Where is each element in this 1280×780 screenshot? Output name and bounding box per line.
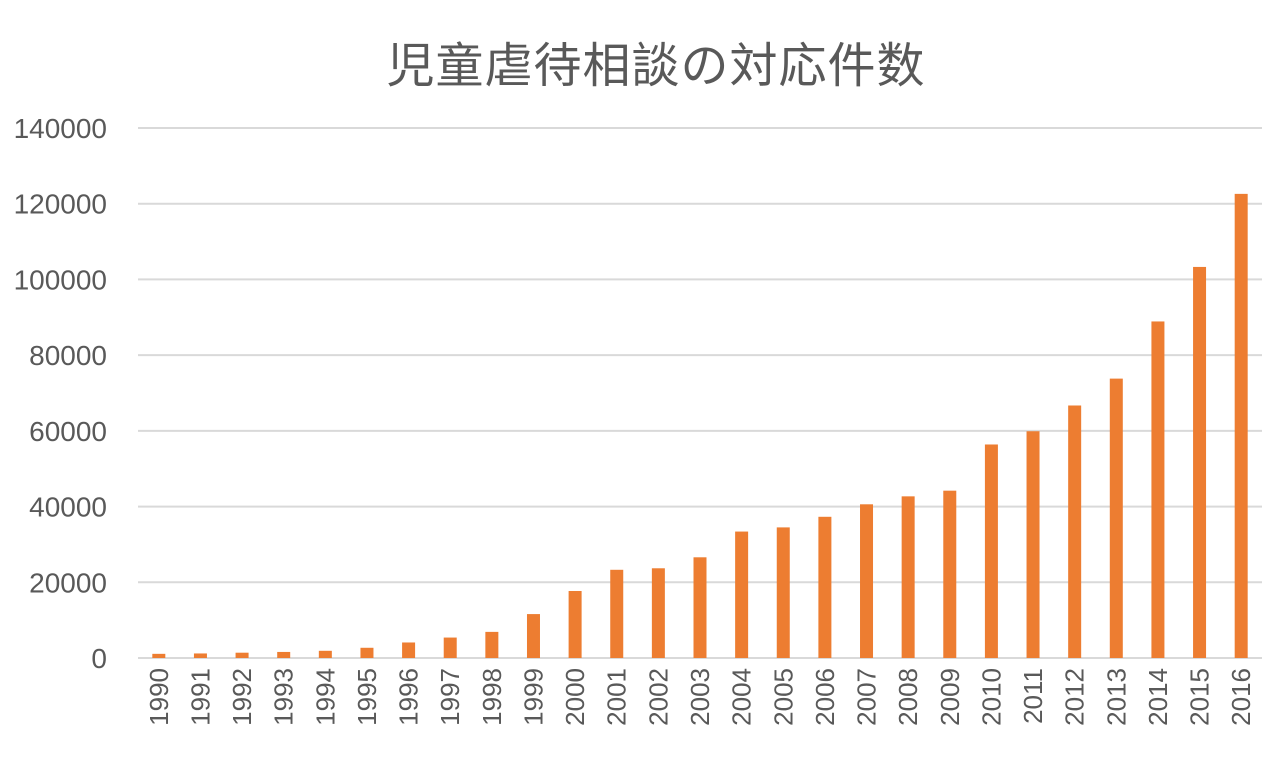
- bar-2004: [735, 531, 749, 658]
- x-tick-label: 2006: [810, 668, 840, 726]
- x-tick-label: 2007: [852, 668, 882, 726]
- x-tick-label: 1994: [310, 668, 340, 726]
- x-tick-label: 1997: [435, 668, 465, 726]
- y-tick-label: 80000: [29, 340, 107, 371]
- bar-2007: [860, 504, 874, 658]
- bar-2003: [693, 557, 707, 658]
- x-axis-ticks: 1990 1991 1992 1993 1994 1995 1996 1997 1998 1999…: [144, 668, 1256, 726]
- bar-1995: [360, 647, 374, 658]
- x-tick-label: 2015: [1185, 668, 1215, 726]
- bar-1999: [526, 614, 540, 658]
- x-tick-label: 2012: [1060, 668, 1090, 726]
- x-tick-label: 1993: [269, 668, 299, 726]
- x-tick-label: 1991: [185, 668, 215, 726]
- x-tick-label: 2010: [976, 668, 1006, 726]
- bar-1994: [318, 650, 332, 658]
- bar-2014: [1151, 321, 1165, 658]
- x-tick-label: 2003: [685, 668, 715, 726]
- x-tick-label: 2008: [893, 668, 923, 726]
- bar-1996: [402, 642, 416, 658]
- bar-2000: [568, 590, 582, 658]
- bar-2005: [776, 527, 790, 658]
- bar-1991: [193, 653, 207, 658]
- x-tick-label: 1996: [394, 668, 424, 726]
- bar-2001: [610, 569, 624, 658]
- x-tick-label: 1998: [477, 668, 507, 726]
- bars: [152, 193, 1248, 658]
- x-tick-label: 1992: [227, 668, 257, 726]
- bar-2012: [1068, 405, 1082, 658]
- x-tick-label: 2000: [560, 668, 590, 726]
- bar-2009: [943, 490, 957, 658]
- bar-1990: [152, 653, 166, 658]
- x-tick-label: 1995: [352, 668, 382, 726]
- y-tick-label: 100000: [14, 264, 107, 295]
- bar-2011: [1026, 431, 1040, 658]
- x-tick-label: 2009: [935, 668, 965, 726]
- x-tick-label: 2004: [727, 668, 757, 726]
- x-tick-label: 2011: [1018, 668, 1048, 724]
- bar-2010: [984, 444, 998, 658]
- chart-title: 児童虐待相談の対応件数: [386, 38, 926, 94]
- x-tick-label: 2001: [602, 668, 632, 726]
- y-tick-label: 60000: [29, 416, 107, 447]
- x-tick-label: 2005: [768, 668, 798, 726]
- y-tick-label: 140000: [14, 113, 107, 144]
- y-tick-label: 40000: [29, 492, 107, 523]
- x-tick-label: 2014: [1143, 668, 1173, 726]
- bar-2008: [901, 496, 915, 658]
- bar-1997: [443, 637, 457, 658]
- y-axis-ticks: 0 20000 40000 60000 80000 100000 120000 140000: [14, 113, 107, 674]
- bar-2002: [651, 568, 665, 658]
- bar-2016: [1234, 193, 1248, 658]
- bar-1992: [235, 652, 249, 658]
- x-tick-label: 1999: [518, 668, 548, 726]
- x-tick-label: 1990: [144, 668, 174, 726]
- y-tick-label: 20000: [29, 567, 107, 598]
- bar-1993: [277, 651, 291, 658]
- bar-2006: [818, 516, 832, 658]
- x-tick-label: 2002: [643, 668, 673, 726]
- bar-1998: [485, 631, 499, 658]
- bar-2013: [1109, 378, 1123, 658]
- y-tick-label: 0: [91, 643, 107, 674]
- y-tick-label: 120000: [14, 189, 107, 220]
- x-tick-label: 2016: [1226, 668, 1256, 726]
- x-tick-label: 2013: [1101, 668, 1131, 726]
- bar-2015: [1193, 266, 1207, 658]
